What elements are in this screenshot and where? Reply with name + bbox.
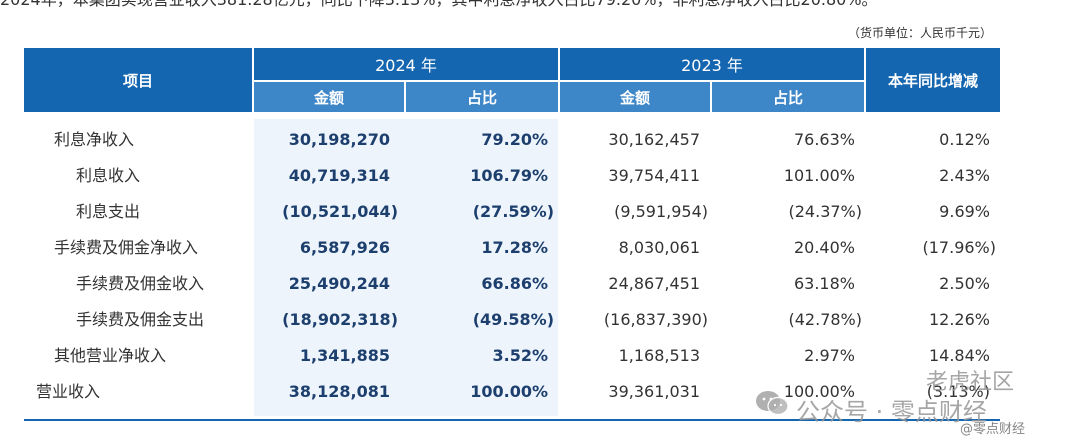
header-amount-2023-label: 金额 xyxy=(619,88,650,107)
header-ratio-2023-label: 占比 xyxy=(772,88,803,107)
row-label: 其他营业净收入 xyxy=(54,346,167,365)
amount-2023: 8,030,061 xyxy=(618,238,700,257)
table-row: 利息支出 (10,521,044) (27.59%) (9,591,954) (… xyxy=(0,194,1080,230)
ratio-2024: 17.28% xyxy=(481,238,548,257)
row-label: 手续费及佣金收入 xyxy=(76,274,205,293)
header-year-2023-label: 2023 年 xyxy=(681,56,743,75)
row-label: 营业收入 xyxy=(36,382,101,401)
ratio-2023: 101.00% xyxy=(783,166,855,185)
yoy-change: 0.12% xyxy=(939,130,990,149)
yoy-change: 2.43% xyxy=(939,166,990,185)
watermark-small: @零点财经 xyxy=(960,422,1026,437)
yoy-change: 14.84% xyxy=(928,346,990,365)
row-label: 手续费及佣金支出 xyxy=(76,310,205,329)
table-row: 其他营业净收入 1,341,885 3.52% 1,168,513 2.97% … xyxy=(0,338,1080,374)
table-row: 手续费及佣金收入 25,490,244 66.86% 24,867,451 63… xyxy=(0,266,1080,302)
amount-2023: 24,867,451 xyxy=(608,274,700,293)
header-ratio-2024-label: 占比 xyxy=(466,88,497,107)
amount-2024: 1,341,885 xyxy=(299,346,390,365)
amount-2023: (9,591,954) xyxy=(614,202,708,221)
ratio-2023: 76.63% xyxy=(793,130,855,149)
table-bottom-border xyxy=(24,419,1000,421)
row-label: 手续费及佣金净收入 xyxy=(54,238,199,257)
header-item: 项目 xyxy=(24,48,252,112)
watermark-wechat-text: 公众号 · 零点财经 xyxy=(796,398,987,426)
table-row: 利息净收入 30,198,270 79.20% 30,162,457 76.63… xyxy=(0,122,1080,158)
ratio-2024: 66.86% xyxy=(481,274,548,293)
header-amount-2024-label: 金额 xyxy=(313,88,344,107)
ratio-2024: 3.52% xyxy=(492,346,548,365)
amount-2024: (10,521,044) xyxy=(282,202,398,221)
table-row: 利息收入 40,719,314 106.79% 39,754,411 101.0… xyxy=(0,158,1080,194)
ratio-2023: 2.97% xyxy=(804,346,855,365)
amount-2023: 30,162,457 xyxy=(608,130,700,149)
yoy-change: (17.96%) xyxy=(922,238,997,257)
amount-2023: 39,361,031 xyxy=(608,382,700,401)
ratio-2024: 106.79% xyxy=(470,166,548,185)
amount-2024: 6,587,926 xyxy=(299,238,390,257)
highlight-2024-column xyxy=(254,119,558,416)
amount-2023: 1,168,513 xyxy=(618,346,700,365)
amount-2024: 38,128,081 xyxy=(288,382,390,401)
wechat-icon xyxy=(756,391,789,416)
table-row-total: 营业收入 38,128,081 100.00% 39,361,031 100.0… xyxy=(0,374,1080,410)
header-item-label: 项目 xyxy=(122,71,153,90)
row-label: 利息收入 xyxy=(76,166,141,185)
ratio-2024: 79.20% xyxy=(481,130,548,149)
yoy-change: 9.69% xyxy=(939,202,990,221)
header-amount-2024: 金额 xyxy=(254,82,404,112)
intro-paragraph: 2024年，本集团实现营业收入381.28亿元，同比下降3.13%，其中利息净收… xyxy=(0,0,1080,10)
watermark-top-right: 老虎社区 xyxy=(926,370,1015,395)
ratio-2024: 100.00% xyxy=(470,382,548,401)
table-row: 手续费及佣金支出 (18,902,318) (49.58%) (16,837,3… xyxy=(0,302,1080,338)
amount-2023: 39,754,411 xyxy=(608,166,700,185)
currency-unit-note: （货币单位：人民币千元） xyxy=(847,26,992,40)
header-year-2024-label: 2024 年 xyxy=(375,56,437,75)
header-ratio-2024: 占比 xyxy=(406,82,558,112)
yoy-change: 2.50% xyxy=(939,274,990,293)
header-ratio-2023: 占比 xyxy=(712,82,864,112)
yoy-change: (3.13%) xyxy=(926,382,990,401)
ratio-2024: (49.58%) xyxy=(472,310,554,329)
header-year-2024: 2024 年 xyxy=(254,48,558,80)
ratio-2023: 20.40% xyxy=(793,238,855,257)
header-yoy: 本年同比增减 xyxy=(866,48,1000,112)
ratio-2023: (42.78%) xyxy=(788,310,863,329)
yoy-change: 12.26% xyxy=(928,310,990,329)
row-label: 利息净收入 xyxy=(54,130,135,149)
amount-2024: (18,902,318) xyxy=(282,310,398,329)
header-yoy-label: 本年同比增减 xyxy=(887,71,978,90)
ratio-2024: (27.59%) xyxy=(472,202,554,221)
row-label: 利息支出 xyxy=(76,202,141,221)
ratio-2023: 63.18% xyxy=(793,274,855,293)
amount-2024: 40,719,314 xyxy=(288,166,390,185)
header-amount-2023: 金额 xyxy=(560,82,710,112)
amount-2023: (16,837,390) xyxy=(603,310,708,329)
amount-2024: 25,490,244 xyxy=(288,274,390,293)
ratio-2023: (24.37%) xyxy=(788,202,863,221)
ratio-2023: 100.00% xyxy=(783,382,855,401)
header-year-2023: 2023 年 xyxy=(560,48,864,80)
amount-2024: 30,198,270 xyxy=(288,130,390,149)
table-row: 手续费及佣金净收入 6,587,926 17.28% 8,030,061 20.… xyxy=(0,230,1080,266)
